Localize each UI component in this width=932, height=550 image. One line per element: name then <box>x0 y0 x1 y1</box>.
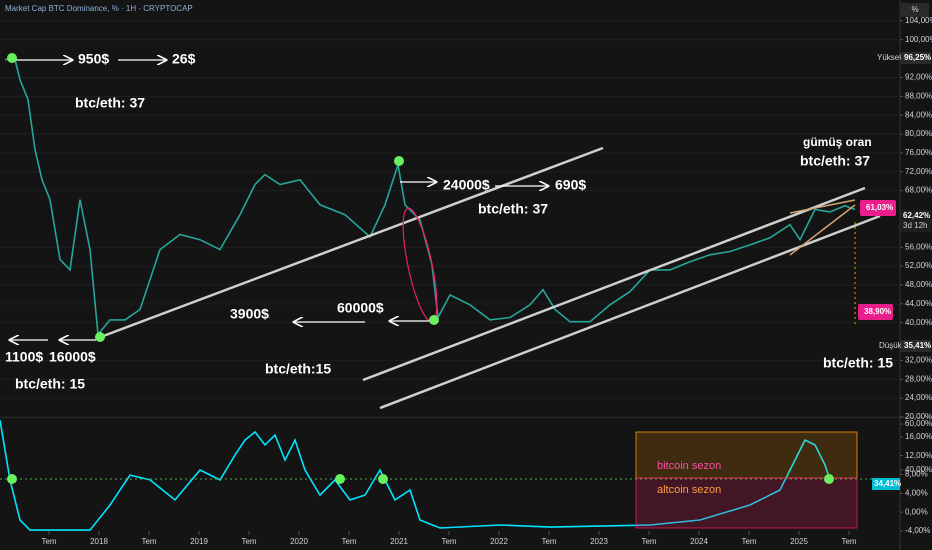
dot <box>335 474 345 484</box>
x-tick-label: 2019 <box>190 537 208 546</box>
wedge-line <box>789 199 856 214</box>
x-tick-label: 2021 <box>390 537 408 546</box>
y-tick-label: 80,00% <box>905 129 932 138</box>
y-tick-label: 32,00% <box>905 356 932 365</box>
dot <box>824 474 834 484</box>
annotation: 950$ <box>78 51 109 67</box>
y-tick-label: 40,00% <box>905 465 932 474</box>
annotation: btc/eth: 37 <box>800 153 870 169</box>
y2-tick-label: 4,00% <box>905 488 928 497</box>
channel-line <box>97 146 604 340</box>
x-tick-label: Tem <box>41 537 56 546</box>
y2-tick-label: 12,00% <box>905 451 932 460</box>
y-tick-label: 104,00% <box>905 16 932 25</box>
zone-label: bitcoin sezon <box>657 460 721 472</box>
low-value: 35,41% <box>904 341 931 350</box>
x-tick-label: Tem <box>641 537 656 546</box>
y2-tick-label: -4,00% <box>905 526 930 535</box>
x-tick-label: Tem <box>341 537 356 546</box>
dot <box>378 474 388 484</box>
annotation: btc/eth: 15 <box>15 376 85 392</box>
annotation: btc/eth: 37 <box>478 201 548 217</box>
annotation: 16000$ <box>49 349 96 365</box>
annotation: gümüş oran <box>803 135 872 149</box>
y-tick-label: 88,00% <box>905 91 932 100</box>
x-tick-label: Tem <box>841 537 856 546</box>
y-tick-label: 24,00% <box>905 393 932 402</box>
tag-bg <box>858 304 893 320</box>
high-value: 96,25% <box>904 53 931 62</box>
y-tick-label: 92,00% <box>905 73 932 82</box>
x-tick-label: Tem <box>241 537 256 546</box>
tag-bg <box>901 340 931 352</box>
data-line <box>0 419 831 531</box>
unit-button[interactable]: % <box>911 5 918 14</box>
y-tick-label: 28,00% <box>905 374 932 383</box>
last-value: 62,42% <box>903 211 930 220</box>
y-tick-label: 52,00% <box>905 261 932 270</box>
y-tick-label: 48,00% <box>905 280 932 289</box>
tag-bg <box>901 52 931 64</box>
y-tick-label: 44,00% <box>905 299 932 308</box>
chart-title: Market Cap BTC Dominance, % · 1H · CRYPT… <box>5 4 193 13</box>
x-tick-label: 2023 <box>590 537 608 546</box>
unit-button-bg[interactable] <box>901 3 929 17</box>
y-tick-label: 72,00% <box>905 167 932 176</box>
channel-line <box>379 214 881 410</box>
dot <box>7 474 17 484</box>
dot <box>95 332 105 342</box>
annotation: 24000$ <box>443 177 490 193</box>
markers <box>7 53 834 484</box>
channel-line <box>362 186 866 382</box>
annotation: 690$ <box>555 177 586 193</box>
annotation: 1100$ <box>5 349 43 365</box>
x-tick-label: 2018 <box>90 537 108 546</box>
zone-label: altcoin sezon <box>657 484 721 496</box>
x-tick-label: 2024 <box>690 537 708 546</box>
y-tick-label: 20,00% <box>905 412 932 421</box>
plot-layers: 104,00% 100,00% 92,00% 88,00% 84,00% 80,00% 76… <box>0 16 932 546</box>
x-tick-label: 2022 <box>490 537 508 546</box>
dot <box>394 156 404 166</box>
tag-bg <box>860 200 896 216</box>
countdown: 3d 12h <box>903 221 927 230</box>
dot <box>7 53 17 63</box>
y-tick-label: 68,00% <box>905 186 932 195</box>
measure-label: 38,90% <box>864 307 891 316</box>
high-label: Yüksek <box>877 53 904 62</box>
low-label: Düşük <box>879 341 903 350</box>
y-tick-label: 100,00% <box>905 35 932 44</box>
y-tick-label: 40,00% <box>905 318 932 327</box>
y-tick-label: 56,00% <box>905 242 932 251</box>
dot <box>429 315 439 325</box>
x-tick-label: Tem <box>541 537 556 546</box>
annotation: btc/eth: 37 <box>75 95 145 111</box>
annotation: btc/eth:15 <box>265 361 331 377</box>
x-tick-label: Tem <box>441 537 456 546</box>
y2-tick-label: 0,00% <box>905 507 928 516</box>
y-tick-label: 76,00% <box>905 148 932 157</box>
bitcoin-sezon-box <box>635 431 858 479</box>
tag-bg <box>872 478 900 490</box>
y-tick-label: 84,00% <box>905 110 932 119</box>
x-tick-label: 2020 <box>290 537 308 546</box>
annotation: 26$ <box>172 51 196 67</box>
y2-tick-label: 8,00% <box>905 470 928 479</box>
x-tick-label: Tem <box>741 537 756 546</box>
annotation: 3900$ <box>230 306 269 322</box>
y2-tick-label: 16,00% <box>905 432 932 441</box>
tag-bg <box>901 210 931 232</box>
annotation: btc/eth: 15 <box>823 355 893 371</box>
x-tick-label: Tem <box>141 537 156 546</box>
altcoin-sezon-box <box>635 477 858 529</box>
y-tick-label: 60,00% <box>905 419 932 428</box>
wedge-line <box>789 204 856 256</box>
annotation: 60000$ <box>337 300 384 316</box>
x-tick-label: 2025 <box>790 537 808 546</box>
indicator-value: 34,41% <box>874 479 901 488</box>
measure-label: 61,03% <box>866 203 893 212</box>
